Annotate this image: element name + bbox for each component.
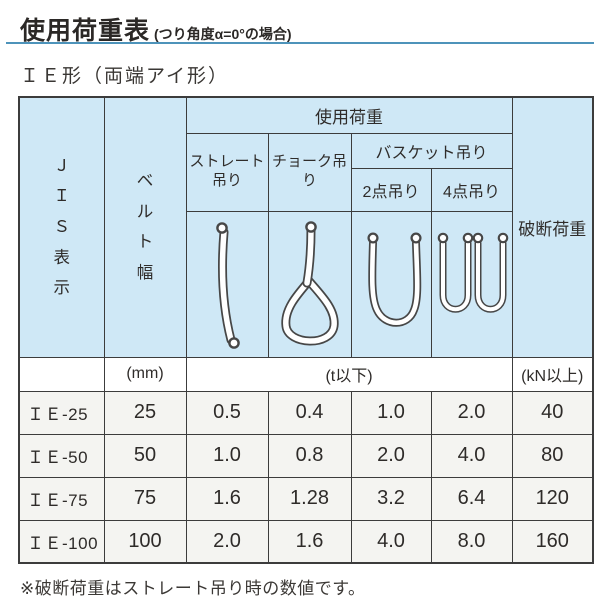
basket2-load-cell: 4.0	[350, 519, 432, 564]
header-basket-hitch: バスケット吊り	[350, 132, 513, 169]
choke-load-cell: 0.8	[267, 433, 352, 478]
footnote: ※破断荷重はストレート吊り時の数値です。	[20, 579, 366, 598]
belt-width-vertical-text: ベ ル ト 幅	[136, 172, 154, 282]
page-title-suffix: (つり角度α=0°の場合)	[154, 26, 292, 42]
belt-width-cell: 50	[103, 433, 187, 478]
basket4-load-cell: 4.0	[430, 433, 513, 478]
table-row-ie100: ＩＥ-100 100 2.0 1.6 4.0 8.0 160	[18, 519, 594, 564]
breaking-load-cell: 160	[511, 519, 594, 564]
working-load-table: Ｊ Ｉ Ｓ 表 示 ベ ル ト 幅 使用荷重 破断荷重 ストレート吊り	[18, 96, 594, 564]
header-choke-hitch: チョーク吊り	[267, 132, 352, 212]
header-belt-width-label: ベ ル ト 幅	[103, 96, 187, 358]
units-kn: (kN以上)	[511, 356, 594, 392]
choke-load-cell: 0.4	[267, 390, 352, 435]
choke-load-cell: 1.28	[267, 476, 352, 521]
table-row-ie50: ＩＥ-50 50 1.0 0.8 2.0 4.0 80	[18, 433, 594, 478]
breaking-load-cell: 120	[511, 476, 594, 521]
straight-load-cell: 2.0	[185, 519, 269, 564]
basket4-load-cell: 8.0	[430, 519, 513, 564]
basket-4point-icon	[437, 232, 508, 313]
header-straight-hitch: ストレート吊り	[185, 132, 269, 212]
choke-sling-icon-cell	[267, 210, 352, 358]
basket-2point-icon-cell	[350, 210, 432, 358]
basket2-load-cell: 1.0	[350, 390, 432, 435]
choke-sling-icon	[280, 221, 339, 346]
choke-load-cell: 1.6	[267, 519, 352, 564]
header-breaking-load: 破断荷重	[511, 96, 594, 358]
title-block: 使用荷重表 (つり角度α=0°の場合)	[0, 0, 600, 47]
straight-load-cell: 0.5	[185, 390, 269, 435]
header-basket-4point: 4点吊り	[430, 167, 513, 212]
model-cell: ＩＥ-75	[18, 476, 105, 521]
basket2-load-cell: 2.0	[350, 433, 432, 478]
units-tons: (t以下)	[185, 356, 513, 392]
units-mm: (mm)	[103, 356, 187, 392]
straight-load-cell: 1.0	[185, 433, 269, 478]
basket4-load-cell: 2.0	[430, 390, 513, 435]
model-cell: ＩＥ-100	[18, 519, 105, 564]
basket2-load-cell: 3.2	[350, 476, 432, 521]
straight-sling-icon	[215, 222, 240, 349]
straight-load-cell: 1.6	[185, 476, 269, 521]
belt-width-cell: 25	[103, 390, 187, 435]
units-empty-cell	[18, 356, 105, 392]
model-cell: ＩＥ-50	[18, 433, 105, 478]
header-jis-label: Ｊ Ｉ Ｓ 表 示	[18, 96, 105, 358]
jis-vertical-text: Ｊ Ｉ Ｓ 表 示	[53, 156, 71, 298]
table-row-ie75: ＩＥ-75 75 1.6 1.28 3.2 6.4 120	[18, 476, 594, 521]
basket4-load-cell: 6.4	[430, 476, 513, 521]
header-basket-2point: 2点吊り	[350, 167, 432, 212]
belt-width-cell: 75	[103, 476, 187, 521]
basket-4point-icon-cell	[430, 210, 513, 358]
table-row-ie25: ＩＥ-25 25 0.5 0.4 1.0 2.0 40	[18, 390, 594, 435]
belt-width-cell: 100	[103, 519, 187, 564]
page-title: 使用荷重表	[20, 17, 151, 45]
header-working-load: 使用荷重	[185, 96, 513, 134]
breaking-load-cell: 40	[511, 390, 594, 435]
title-divider-rule	[6, 42, 594, 44]
model-type-subtitle: ＩＥ形（両端アイ形）	[20, 66, 230, 87]
breaking-load-cell: 80	[511, 433, 594, 478]
straight-sling-icon-cell	[185, 210, 269, 358]
model-cell: ＩＥ-25	[18, 390, 105, 435]
basket-2point-icon	[366, 232, 422, 327]
